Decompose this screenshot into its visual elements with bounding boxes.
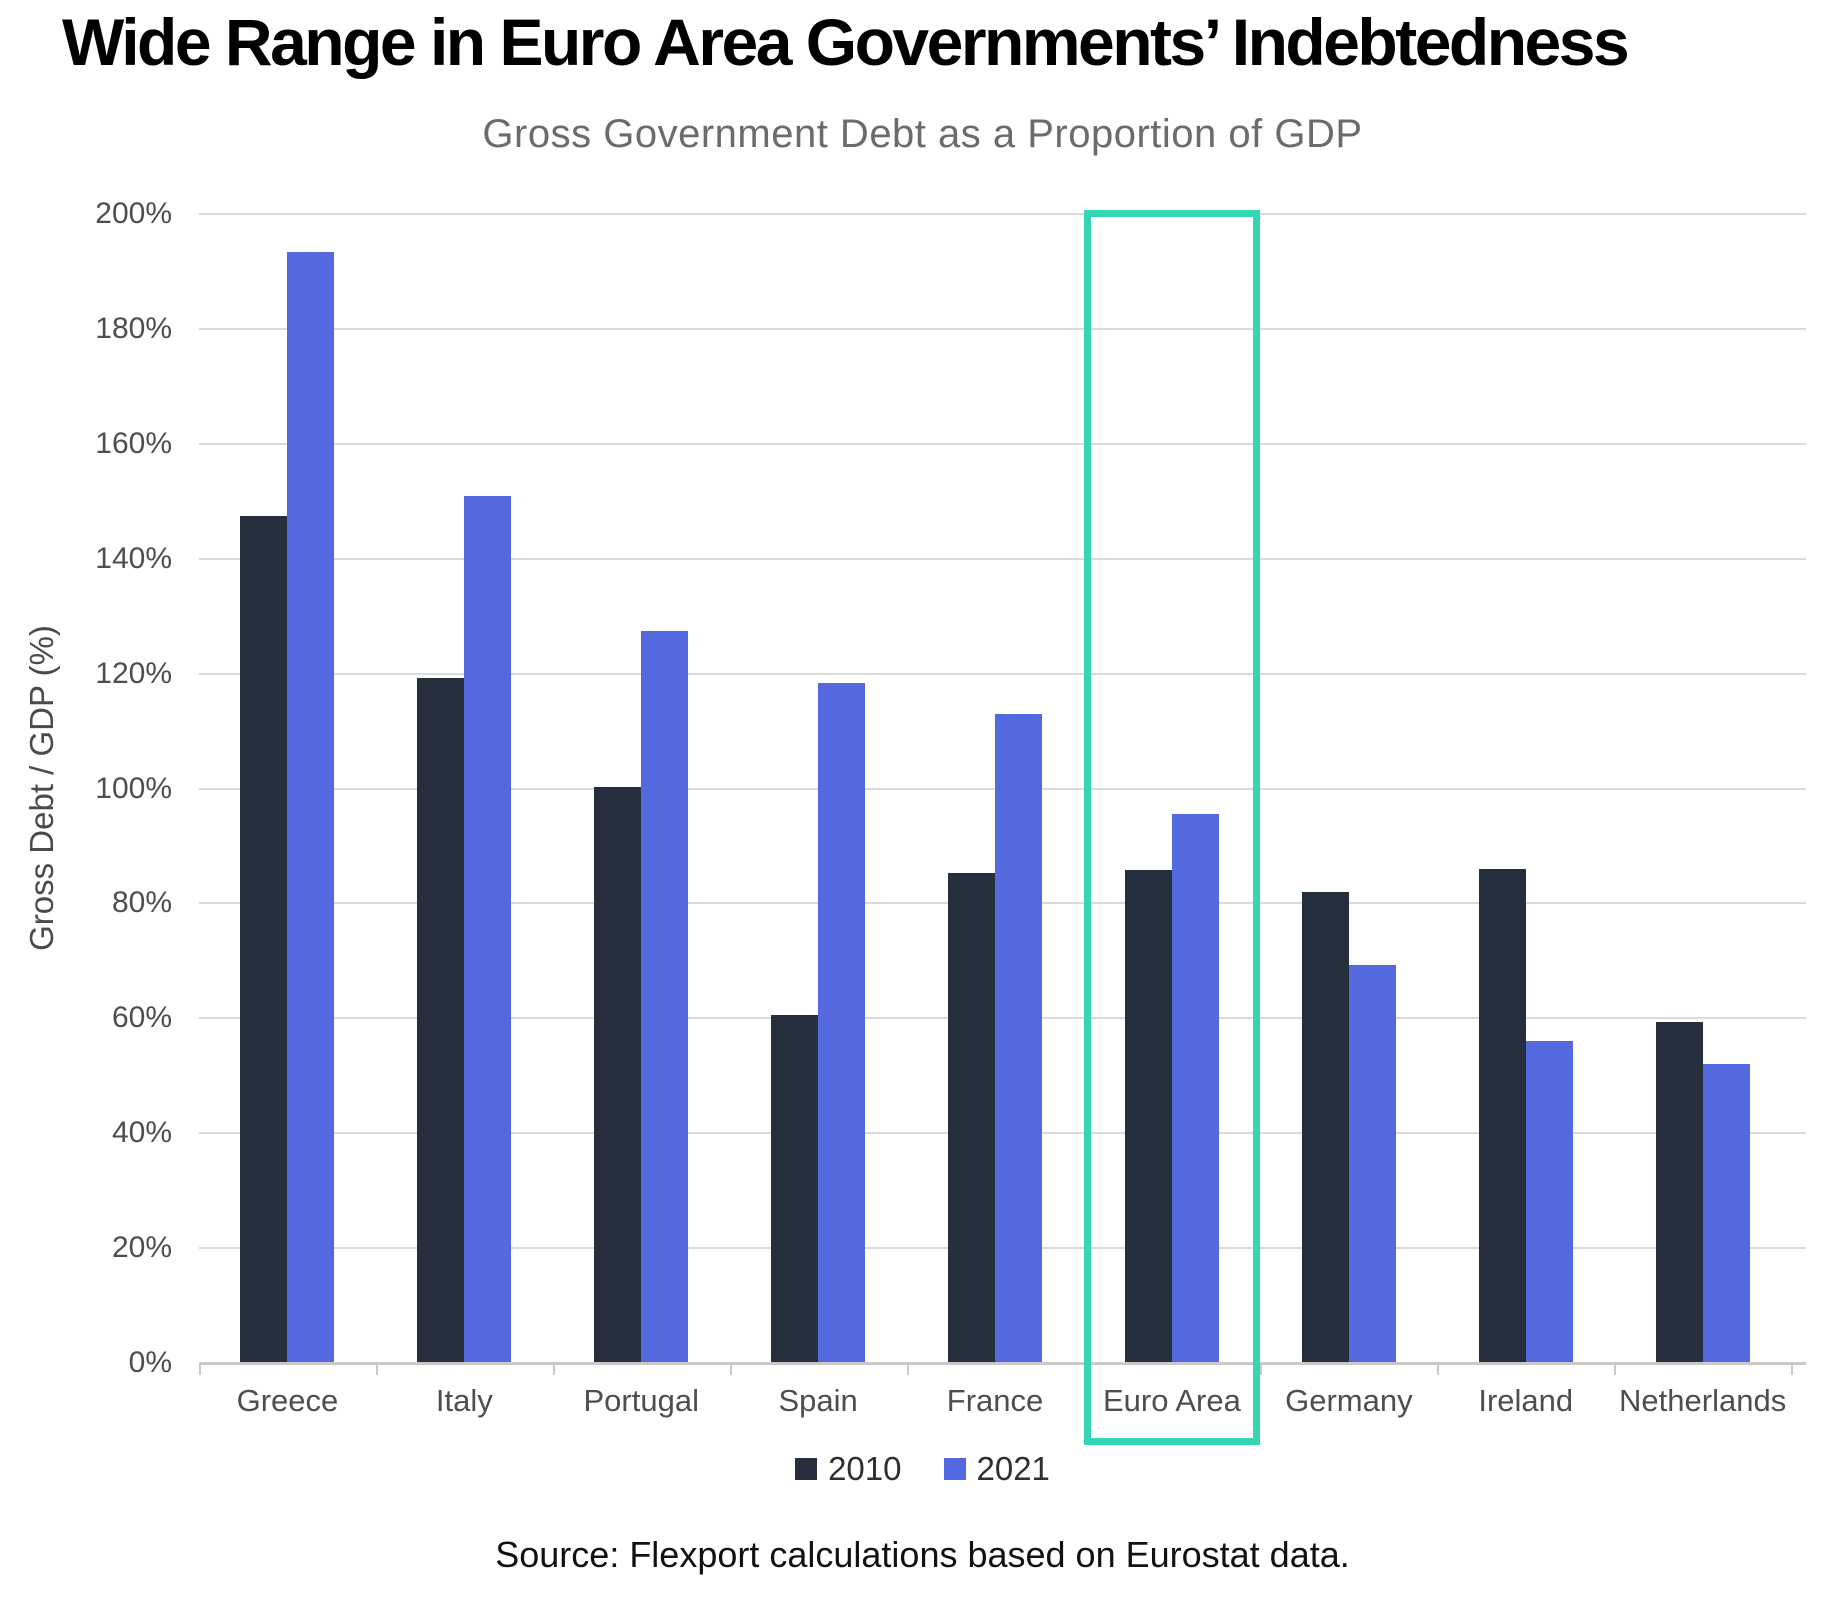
bar-2010-spain	[771, 1015, 819, 1363]
y-tick-label-140: 140%	[95, 541, 172, 575]
bar-2021-euro-area	[1171, 813, 1219, 1363]
bar-2010-france	[948, 872, 996, 1363]
x-axis-tick	[552, 1362, 555, 1375]
bar-2021-netherlands	[1702, 1063, 1750, 1363]
x-axis-tick	[199, 1362, 201, 1375]
bar-2021-greece	[287, 252, 335, 1363]
x-axis-tick	[729, 1362, 732, 1375]
y-tick-label-0: 0%	[128, 1346, 172, 1379]
legend: 2010 2021	[0, 1450, 1845, 1488]
bar-2010-italy	[417, 678, 465, 1363]
chart-subtitle: Gross Government Debt as a Proportion of…	[482, 112, 1363, 156]
chart-title: Wide Range in Euro Area Governments’ Ind…	[62, 5, 1630, 79]
source-note: Source: Flexport calculations based on E…	[495, 1534, 1350, 1575]
x-axis-tick	[1614, 1362, 1617, 1375]
gridline-120	[199, 672, 1806, 675]
bar-2010-netherlands	[1655, 1022, 1703, 1363]
gridline-160	[199, 442, 1806, 445]
bar-2021-germany	[1348, 964, 1396, 1363]
x-axis-tick	[906, 1362, 909, 1375]
y-tick-label-60: 60%	[111, 1001, 172, 1035]
category-label-portugal: Portugal	[583, 1383, 699, 1418]
plot-area: 0% 20% 40% 60% 80% 100% 120% 140% 160% 180% 200% G…	[23, 197, 1806, 1445]
legend-item-2010: 2010	[795, 1450, 902, 1488]
y-tick-label-200: 200%	[95, 197, 172, 230]
gridline-180	[199, 327, 1806, 330]
legend-swatch-2010	[795, 1458, 818, 1480]
y-tick-label-160: 160%	[95, 426, 172, 460]
legend-label-2021: 2021	[976, 1450, 1050, 1487]
y-tick-label-180: 180%	[95, 311, 172, 345]
y-axis-title: Gross Debt / GDP (%)	[23, 625, 60, 951]
category-label-spain: Spain	[778, 1383, 858, 1418]
legend-item-2021: 2021	[943, 1450, 1050, 1488]
y-tick-label-100: 100%	[95, 771, 172, 805]
category-label-netherlands: Netherlands	[1619, 1383, 1787, 1418]
bar-2021-ireland	[1525, 1041, 1573, 1363]
gridline-140	[199, 557, 1806, 560]
category-label-italy: Italy	[435, 1383, 493, 1418]
category-label-france: France	[946, 1383, 1044, 1418]
x-axis-line	[199, 1362, 1806, 1365]
x-axis-tick	[1260, 1362, 1263, 1375]
y-tick-label-20: 20%	[111, 1231, 172, 1265]
category-label-greece: Greece	[236, 1383, 339, 1418]
x-axis-tick	[1437, 1362, 1440, 1375]
bar-2021-portugal	[641, 631, 689, 1363]
legend-swatch-2021	[943, 1458, 966, 1480]
bar-2010-portugal	[594, 787, 642, 1363]
category-label-ireland: Ireland	[1478, 1383, 1574, 1418]
bar-2010-euro-area	[1124, 870, 1172, 1363]
legend-label-2010: 2010	[828, 1450, 902, 1487]
category-label-euro-area: Euro Area	[1103, 1383, 1241, 1418]
bar-2021-italy	[464, 496, 512, 1363]
x-axis-tick	[1791, 1362, 1794, 1375]
bar-2010-ireland	[1478, 868, 1526, 1363]
y-tick-label-120: 120%	[95, 656, 172, 690]
gridline-200	[199, 213, 1806, 215]
highlight-box	[1083, 210, 1261, 1445]
bar-2010-germany	[1301, 891, 1349, 1363]
y-tick-label-80: 80%	[111, 886, 172, 920]
x-axis-tick	[375, 1362, 378, 1375]
bar-2021-spain	[818, 682, 866, 1363]
bar-2021-france	[995, 714, 1043, 1363]
y-tick-label-40: 40%	[111, 1116, 172, 1150]
bar-2010-greece	[240, 515, 288, 1363]
category-label-germany: Germany	[1285, 1383, 1413, 1418]
